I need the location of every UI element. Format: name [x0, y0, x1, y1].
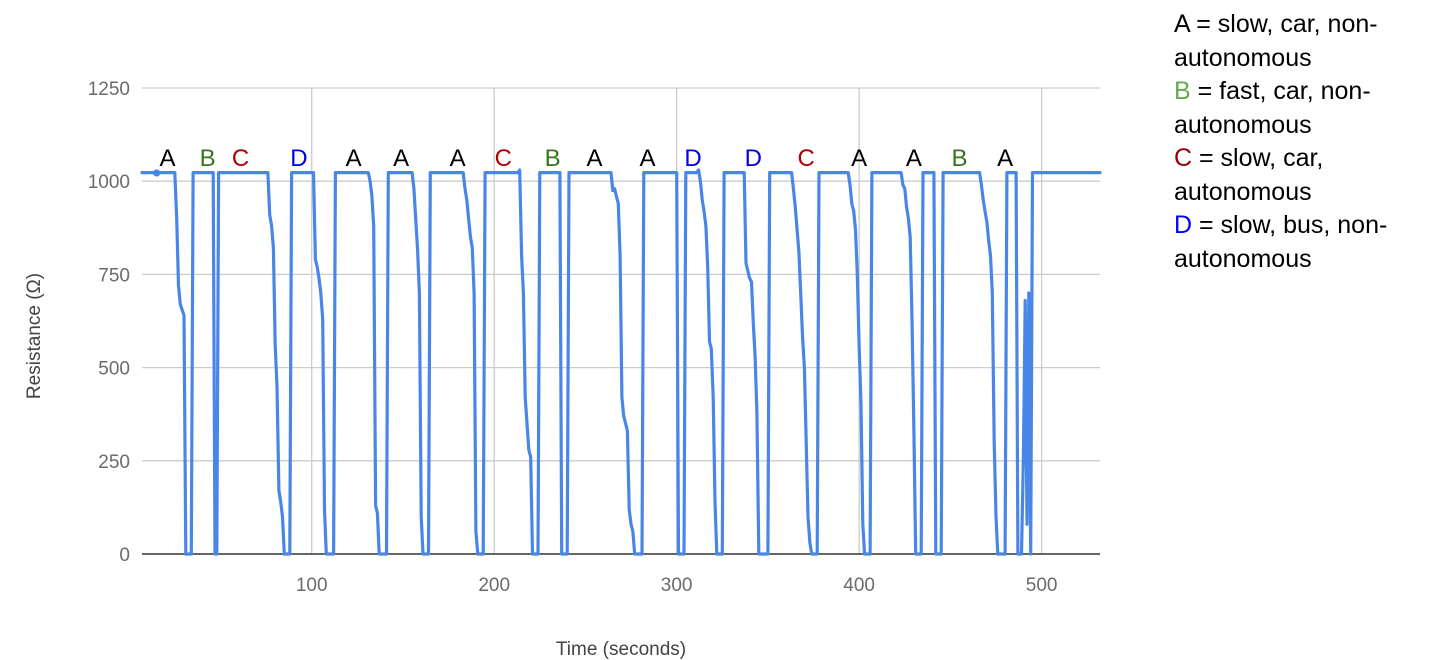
series-line-0 — [140, 168, 1102, 556]
annotation-d-3: D — [290, 145, 307, 172]
legend-text-c: = slow, car, autonomous — [1174, 144, 1324, 206]
x-tick-label-400: 400 — [843, 575, 875, 596]
y-tick-label-750: 750 — [98, 265, 130, 286]
annotation-c-13: C — [798, 145, 815, 172]
y-tick-label-1000: 1000 — [88, 172, 130, 193]
axes: 0 250 500 750 1000 1250 100 200 300 400 500 — [88, 79, 1100, 596]
x-tick-label-100: 100 — [296, 575, 328, 596]
annotation-a-10: A — [639, 145, 655, 172]
legend-entry-b: B = fast, car, non-autonomous — [1174, 75, 1424, 142]
annotation-d-12: D — [745, 145, 762, 172]
legend-entry-c: C = slow, car, autonomous — [1174, 142, 1424, 209]
start-point-marker — [152, 169, 161, 177]
annotation-c-2: C — [232, 145, 249, 172]
legend-key-a: A — [1174, 10, 1190, 38]
annotation-b-1: B — [200, 145, 216, 172]
legend-text-a: = slow, car, non-autonomous — [1174, 10, 1378, 72]
y-tick-label-500: 500 — [98, 359, 130, 380]
legend-key-c: C — [1174, 144, 1193, 172]
legend-key-b: B — [1174, 77, 1191, 105]
annotation-a-15: A — [906, 145, 922, 172]
legend: A = slow, car, non-autonomous B = fast, … — [1174, 8, 1424, 276]
annotation-a-5: A — [393, 145, 409, 172]
annotation-a-9: A — [587, 145, 603, 172]
y-tick-label-250: 250 — [98, 452, 130, 473]
x-tick-label-500: 500 — [1026, 575, 1058, 596]
legend-text-b: = fast, car, non-autonomous — [1174, 77, 1371, 139]
legend-entry-a: A = slow, car, non-autonomous — [1174, 8, 1424, 75]
series-layer — [140, 168, 1102, 556]
x-tick-label-200: 200 — [478, 575, 510, 596]
y-tick-label-0: 0 — [119, 545, 130, 566]
y-axis-title: Resistance (Ω) — [24, 273, 45, 399]
annotation-a-17: A — [997, 145, 1013, 172]
annotation-b-8: B — [545, 145, 561, 172]
y-tick-label-1250: 1250 — [88, 79, 130, 100]
x-axis-title: Time (seconds) — [556, 639, 686, 660]
annotation-a-14: A — [851, 145, 867, 172]
legend-entry-d: D = slow, bus, non-autonomous — [1174, 209, 1424, 276]
annotation-a-0: A — [160, 145, 176, 172]
legend-text-d: = slow, bus, non-autonomous — [1174, 211, 1388, 273]
annotation-c-7: C — [495, 145, 512, 172]
x-tick-label-300: 300 — [661, 575, 693, 596]
annotation-d-11: D — [684, 145, 701, 172]
legend-key-d: D — [1174, 211, 1193, 239]
annotation-a-6: A — [450, 145, 466, 172]
annotation-a-4: A — [346, 145, 362, 172]
annotation-b-16: B — [951, 145, 967, 172]
